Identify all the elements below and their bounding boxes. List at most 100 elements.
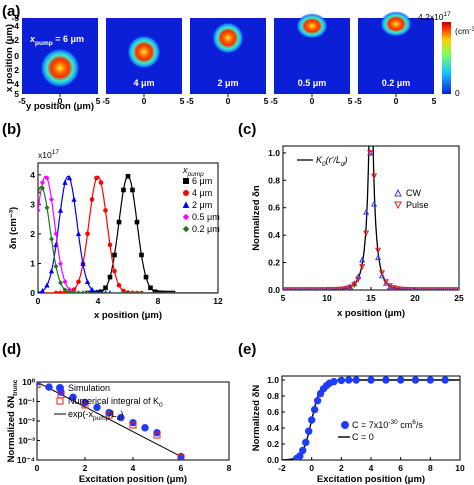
x-tick-label: -5	[18, 96, 26, 106]
data-point	[363, 208, 370, 215]
data-point	[295, 287, 302, 290]
subscript: 0	[322, 161, 326, 168]
y-tick-label: 0.6	[267, 407, 279, 417]
y-tick-label: 10⁻²	[18, 416, 35, 426]
data-point	[396, 376, 405, 384]
data-point	[355, 276, 362, 283]
simulation-point	[45, 383, 53, 391]
data-point	[112, 268, 117, 274]
x-tick-label: 0	[36, 296, 41, 306]
data-point	[134, 219, 140, 225]
subscript: d	[341, 161, 345, 168]
data-point	[121, 187, 126, 193]
data-point	[107, 274, 113, 280]
data-point	[313, 397, 322, 405]
legend-marker	[182, 213, 190, 221]
legend-label: K0(r'/Ld)	[316, 155, 347, 168]
panel-b-multiplier: x1017	[38, 149, 59, 160]
data-point	[44, 282, 50, 288]
legend-label: 6 μm	[192, 176, 212, 186]
panel-label-e: (e)	[238, 341, 256, 358]
panel-label-b: (b)	[2, 121, 21, 138]
x-tick-label: 0	[35, 463, 40, 473]
data-point	[315, 287, 322, 290]
data-point	[38, 189, 41, 195]
legend-marker	[183, 190, 189, 196]
legend-marker	[56, 397, 64, 405]
data-point	[38, 289, 40, 293]
label-part: /L	[109, 409, 117, 419]
data-point	[337, 376, 346, 385]
legend-marker	[183, 178, 189, 184]
x-tick-label: 5	[432, 96, 437, 106]
numerical-point	[177, 454, 185, 460]
x-tick-label: 8	[156, 296, 161, 306]
data-point	[359, 256, 366, 263]
fit-curve	[283, 146, 459, 290]
data-point	[75, 230, 82, 237]
data-point	[53, 290, 59, 293]
x-tick-label: 0	[394, 96, 399, 106]
y-tick-label: 0	[14, 51, 19, 61]
x-tick-label: 0	[58, 96, 63, 106]
data-point	[152, 289, 158, 293]
data-point	[410, 287, 417, 290]
data-point	[39, 287, 46, 293]
data-point	[48, 236, 55, 242]
legend-label: 2 μm	[192, 200, 212, 210]
numerical-point	[81, 401, 89, 409]
y-tick-label: 0.8	[268, 175, 280, 185]
x-tick-label: 25	[454, 293, 464, 303]
legend-marker	[394, 201, 402, 210]
x-tick-label: 0	[226, 96, 231, 106]
data-point	[398, 286, 405, 290]
data-point	[311, 287, 318, 290]
data-point	[283, 287, 287, 290]
x-tick-label: 4	[96, 296, 101, 306]
data-point	[44, 175, 50, 181]
legend-label: exp(-xpump/Ld)	[68, 409, 123, 422]
data-point	[84, 278, 91, 285]
y-tick-label: 0.8	[267, 391, 279, 401]
panel-e: (e) Normalized δN Excitation position (μ…	[238, 341, 465, 485]
y-tick-label: 1.0	[267, 375, 279, 385]
label-var: x	[29, 34, 36, 44]
simulation-point	[93, 403, 101, 412]
data-point	[287, 287, 294, 290]
x-tick-label: 0	[310, 96, 315, 106]
data-point	[143, 274, 149, 280]
data-point	[442, 287, 449, 290]
data-point	[38, 207, 41, 213]
data-point	[44, 205, 50, 211]
legend-marker	[182, 225, 190, 233]
data-point	[94, 175, 99, 181]
data-point	[394, 286, 401, 290]
panel-b-xlabel: x position (μm)	[94, 310, 162, 321]
heatmap-5: -5 0 5 0.2 μm	[354, 11, 437, 106]
x-tick-label: -5	[354, 96, 362, 106]
data-point	[345, 376, 353, 384]
y-tick-label: 10⁻¹	[18, 397, 35, 407]
colorbar-max: 4.2x1017	[418, 11, 451, 22]
simulation-point	[69, 393, 77, 401]
data-point	[351, 282, 358, 289]
data-point	[371, 173, 378, 180]
data-point	[307, 416, 316, 424]
subscript: pump	[93, 415, 110, 422]
legend-label: CW	[406, 188, 421, 198]
simulation-point	[37, 382, 41, 386]
x-tick-label: 15	[366, 293, 376, 303]
data-point	[103, 285, 108, 291]
numerical-point	[37, 382, 41, 388]
y-tick-label: 0.2	[268, 258, 280, 268]
data-point	[299, 287, 306, 290]
data-point	[48, 196, 55, 202]
data-point	[75, 290, 82, 293]
data-point	[386, 283, 393, 290]
data-point	[58, 290, 63, 293]
panel-label-a: (a)	[2, 3, 20, 20]
data-point	[62, 287, 68, 293]
data-point	[426, 376, 435, 384]
data-point	[371, 200, 378, 207]
superscript: 6	[412, 419, 416, 426]
